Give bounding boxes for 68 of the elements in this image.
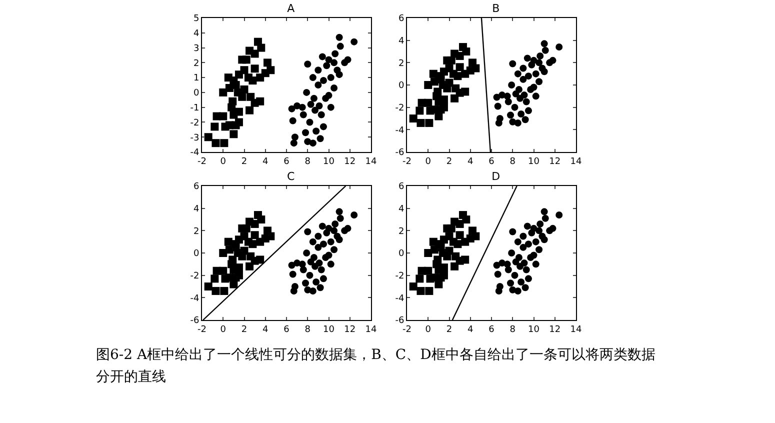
y-tick-label: 6 [398, 182, 404, 192]
y-tick-label: 2 [398, 58, 404, 69]
x-tick-label: 0 [220, 156, 226, 167]
y-tick-label: 0 [193, 88, 200, 99]
x-tick-label: 0 [425, 324, 432, 335]
x-tick-label: 10 [528, 324, 540, 335]
chart-title: D [492, 170, 500, 184]
x-tick-label: 4 [468, 156, 474, 167]
x-tick-label: 0 [220, 324, 226, 335]
y-tick-label: -4 [395, 126, 404, 136]
x-tick-label: 2 [446, 324, 452, 335]
x-tick-label: 14 [365, 156, 377, 167]
x-tick-label: 6 [284, 324, 290, 335]
x-tick-label: 12 [344, 156, 356, 167]
x-tick-label: 14 [570, 324, 582, 335]
x-tick-label: 8 [510, 324, 516, 335]
y-tick-label: -6 [190, 316, 200, 326]
y-tick-label: 0 [398, 249, 404, 260]
y-tick-label: -2 [395, 271, 404, 282]
y-tick-label: 4 [193, 29, 200, 40]
y-tick-label: 5 [193, 14, 200, 24]
x-tick-label: 10 [323, 156, 335, 167]
x-tick-label: 4 [262, 324, 269, 335]
y-tick-label: 4 [398, 36, 404, 46]
x-tick-label: 14 [570, 156, 582, 167]
y-tick-label: -4 [190, 148, 200, 158]
y-tick-label: 2 [193, 226, 200, 237]
y-tick-label: 6 [193, 182, 200, 192]
x-tick-label: 6 [284, 156, 290, 167]
x-tick-label: 10 [528, 156, 540, 167]
x-tick-label: 2 [446, 156, 452, 167]
x-tick-label: 14 [365, 324, 377, 335]
y-tick-label: -2 [190, 271, 200, 282]
y-tick-label: 2 [398, 226, 404, 237]
y-tick-label: 1 [193, 74, 200, 84]
x-tick-label: 6 [488, 324, 495, 335]
y-tick-label: -1 [190, 103, 200, 114]
caption: 图6-2 A框中给出了一个线性可分的数据集，B、C、D框中各自给出了一条可以将两类数据分开的直线 [96, 346, 656, 387]
x-tick-label: 12 [549, 156, 561, 167]
y-tick-label: 0 [193, 249, 200, 260]
x-tick-label: 8 [510, 156, 516, 167]
x-tick-label: 2 [241, 156, 248, 167]
y-tick-label: -6 [395, 316, 404, 326]
x-tick-label: 12 [344, 324, 356, 335]
chart-title: A [287, 2, 296, 16]
x-tick-label: 4 [262, 156, 269, 167]
x-tick-label: 2 [241, 324, 248, 335]
x-tick-label: 0 [425, 156, 432, 167]
chart-title: C [287, 170, 296, 184]
x-tick-label: 8 [304, 324, 311, 335]
y-tick-label: -2 [190, 118, 200, 128]
x-tick-label: 6 [488, 156, 495, 167]
y-tick-label: 3 [193, 44, 200, 54]
x-tick-label: 12 [549, 324, 561, 335]
x-tick-label: 4 [468, 324, 474, 335]
y-tick-label: 0 [398, 81, 404, 92]
y-tick-label: 4 [398, 204, 404, 214]
y-tick-label: -6 [395, 148, 404, 158]
y-tick-label: -4 [395, 294, 404, 304]
y-tick-label: 6 [398, 14, 404, 24]
y-tick-label: -4 [190, 294, 200, 304]
y-tick-label: -2 [395, 103, 404, 114]
chart-title: B [492, 2, 500, 16]
y-tick-label: 4 [193, 204, 200, 214]
x-tick-label: 10 [323, 324, 335, 335]
x-tick-label: 8 [304, 156, 311, 167]
y-tick-label: -3 [190, 133, 200, 144]
y-tick-label: 2 [193, 58, 200, 69]
